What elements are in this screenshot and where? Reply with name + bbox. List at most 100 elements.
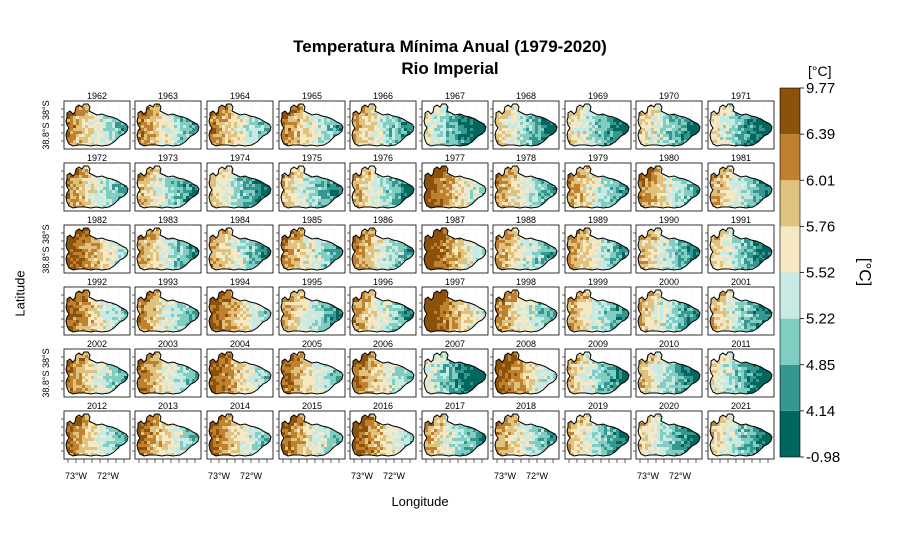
heat-cell: [76, 131, 80, 135]
heat-cell: [231, 140, 235, 144]
heat-cell: [750, 125, 754, 129]
heat-cell: [359, 116, 363, 120]
heat-cell: [141, 175, 145, 179]
heat-cell: [144, 113, 148, 117]
heat-cell: [231, 122, 235, 126]
heat-cell: [243, 196, 247, 200]
heat-cell: [657, 104, 661, 108]
heat-cell: [386, 137, 390, 141]
heat-cell: [496, 116, 500, 120]
heat-cell: [401, 119, 405, 123]
heat-cell: [300, 184, 304, 188]
heat-cell: [648, 110, 652, 114]
heat-cell: [150, 125, 154, 129]
heat-cell: [434, 113, 438, 117]
heat-cell: [461, 137, 465, 141]
heat-cell: [353, 128, 357, 132]
heat-cell: [502, 137, 506, 141]
heat-cell: [109, 128, 113, 132]
heat-cell: [246, 205, 250, 208]
heat-cell: [425, 131, 429, 135]
heat-cell: [225, 196, 229, 200]
heat-cell: [246, 116, 250, 120]
heat-cell: [216, 134, 220, 138]
heat-cell: [82, 125, 86, 129]
heat-cell: [520, 116, 524, 120]
heat-cell: [622, 128, 626, 132]
heat-cell: [455, 119, 459, 123]
heat-cell: [243, 116, 247, 120]
heat-cell: [380, 122, 384, 126]
heat-cell: [738, 134, 742, 138]
heat-cell: [580, 140, 584, 144]
heat-cell: [210, 181, 214, 185]
map-panel-1962: [61, 100, 131, 150]
heat-cell: [94, 131, 98, 135]
heat-cell: [294, 128, 298, 132]
heat-cell: [455, 128, 459, 132]
heat-cell: [150, 113, 154, 117]
heat-cell: [141, 205, 145, 208]
heat-cell: [684, 131, 688, 135]
heat-cell: [508, 116, 512, 120]
heat-cell: [535, 134, 539, 138]
heat-cell: [392, 119, 396, 123]
heat-cell: [666, 119, 670, 123]
heat-cell: [150, 175, 154, 179]
heat-cell: [389, 122, 393, 126]
heat-cell: [234, 122, 238, 126]
heat-cell: [511, 119, 515, 123]
heat-cell: [288, 140, 292, 144]
heat-cell: [88, 125, 92, 129]
heat-cell: [141, 184, 145, 188]
heat-cell: [449, 140, 453, 144]
heat-cell: [121, 131, 125, 135]
heat-cell: [85, 169, 89, 173]
heat-cell: [625, 125, 629, 129]
heat-cell: [768, 128, 772, 132]
heat-cell: [297, 119, 301, 123]
heat-cell: [535, 122, 539, 126]
heat-cell: [514, 125, 518, 129]
heat-cell: [258, 125, 262, 129]
heat-cell: [124, 190, 128, 194]
heat-cell: [115, 128, 119, 132]
heat-cell: [234, 131, 238, 135]
heat-cell: [762, 131, 766, 135]
heat-cell: [651, 110, 655, 114]
heat-cell: [137, 181, 139, 185]
heat-cell: [654, 110, 658, 114]
heat-cell: [228, 175, 232, 179]
heat-cell: [717, 113, 721, 117]
heat-cell: [359, 140, 363, 144]
heat-cell: [333, 128, 337, 132]
heat-cell: [309, 128, 313, 132]
heat-cell: [228, 169, 232, 173]
heat-cell: [729, 107, 733, 111]
heat-cell: [165, 205, 169, 208]
heat-cell: [505, 137, 509, 141]
heat-cell: [675, 134, 679, 138]
heat-cell: [377, 140, 381, 144]
heat-cell: [297, 178, 301, 182]
heat-cell: [141, 178, 145, 182]
heat-cell: [153, 113, 157, 117]
heat-cell: [112, 181, 116, 185]
heat-cell: [141, 131, 145, 135]
heat-cell: [729, 116, 733, 120]
heat-cell: [255, 137, 259, 141]
heat-cell: [377, 134, 381, 138]
heat-cell: [461, 116, 465, 120]
heat-cell: [237, 116, 241, 120]
heat-cell: [425, 119, 429, 123]
heat-cell: [324, 128, 328, 132]
heat-cell: [729, 131, 733, 135]
heat-cell: [595, 125, 599, 129]
heat-cell: [180, 122, 184, 126]
heat-cell: [73, 116, 77, 120]
heat-cell: [330, 181, 334, 185]
heat-cell: [577, 143, 581, 146]
heat-cell: [234, 113, 238, 117]
heat-cell: [79, 184, 83, 188]
heat-cell: [159, 190, 163, 194]
